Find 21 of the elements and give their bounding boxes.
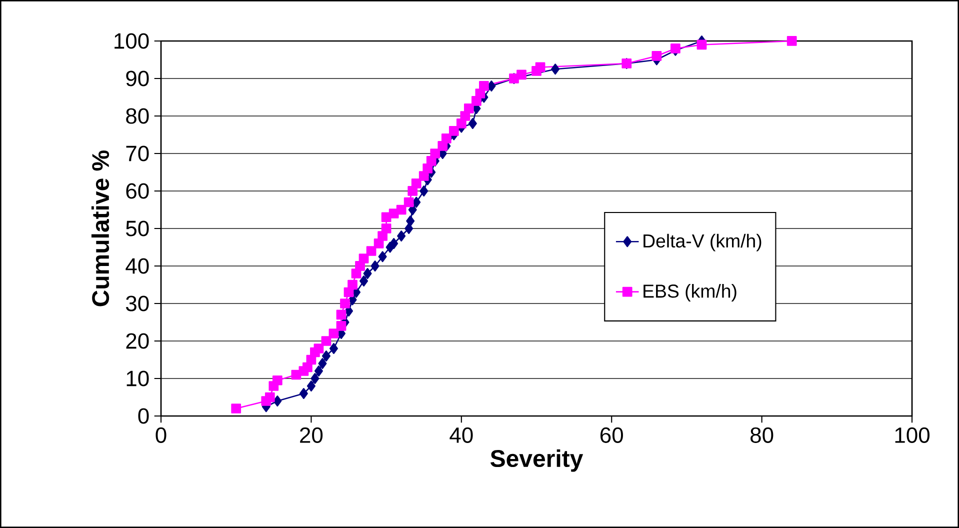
x-tick-label: 60	[600, 427, 623, 443]
x-axis-title: Severity	[490, 449, 584, 472]
x-tick-label: 80	[750, 427, 774, 443]
y-tick-label: 20	[126, 333, 149, 349]
y-tick-label: 60	[126, 183, 149, 199]
x-tick-label: 100	[895, 427, 930, 443]
x-tick-label: 0	[156, 427, 166, 443]
y-tick-label: 40	[126, 258, 149, 274]
legend-label: EBS (km/h)	[644, 284, 736, 302]
legend-label: Delta-V (km/h)	[644, 234, 762, 252]
y-tick-label: 80	[126, 108, 149, 124]
y-tick-label: 10	[126, 370, 149, 386]
y-axis-title: Cumulative %	[91, 150, 110, 306]
y-tick-label: 30	[126, 296, 149, 312]
x-tick-label: 40	[450, 427, 473, 443]
x-tick-label: 20	[300, 427, 323, 443]
y-tick-label: 70	[126, 146, 149, 162]
y-tick-label: 100	[114, 33, 149, 49]
y-tick-label: 0	[138, 408, 149, 424]
y-tick-label: 50	[126, 220, 149, 236]
y-tick-label: 90	[126, 70, 149, 86]
